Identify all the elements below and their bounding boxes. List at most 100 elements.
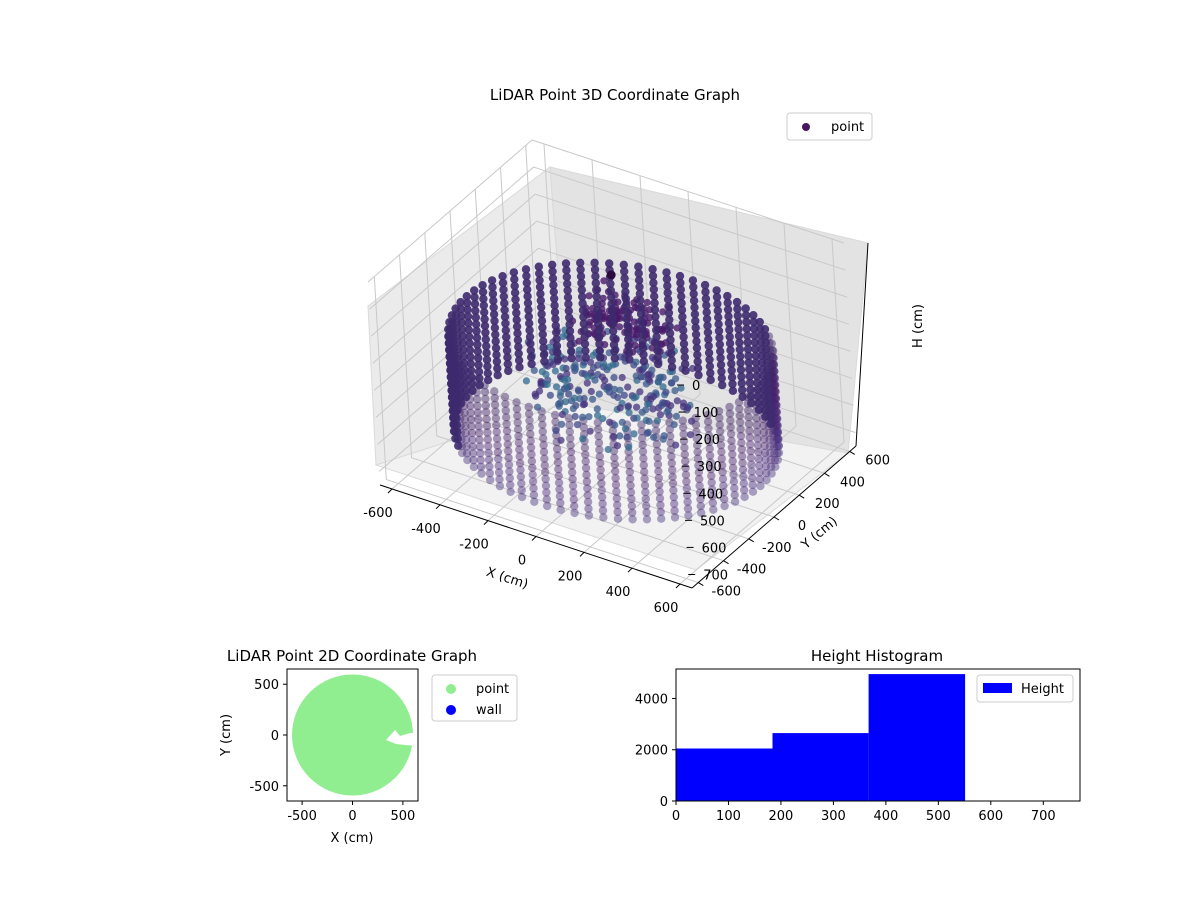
point-3d — [669, 492, 678, 502]
point-3d — [470, 293, 479, 302]
point-3d — [623, 328, 632, 337]
point-3d — [719, 481, 728, 490]
histogram-title: Height Histogram — [811, 647, 943, 665]
point-3d — [718, 474, 728, 484]
point-3d — [701, 294, 711, 303]
point-3d — [688, 276, 698, 285]
point-3d — [475, 442, 485, 451]
point-3d — [772, 414, 782, 424]
point-3d — [484, 442, 493, 451]
point-3d — [484, 455, 494, 464]
point-3d — [492, 421, 501, 430]
point-3d — [599, 513, 608, 522]
point-3d — [672, 412, 681, 420]
point-3d — [480, 387, 490, 397]
point-3d — [773, 427, 783, 437]
point-3d — [732, 297, 742, 307]
point-3d — [644, 371, 652, 379]
point-3d — [706, 464, 716, 474]
point-3d — [548, 267, 557, 276]
point-3d — [769, 360, 779, 369]
point-3d — [502, 419, 511, 429]
point-3d — [612, 487, 621, 496]
point-3d — [566, 447, 576, 457]
point-3d — [470, 299, 480, 309]
point-3d — [726, 429, 736, 439]
point-3d — [668, 479, 678, 488]
point-3d — [550, 307, 560, 317]
point-3d — [772, 435, 781, 444]
point-3d — [463, 305, 472, 314]
point-3d — [473, 340, 482, 349]
point-3d — [451, 401, 460, 410]
point-3d — [552, 444, 562, 454]
point-3d — [717, 454, 726, 463]
point-3d — [513, 418, 522, 427]
point-3d — [656, 411, 665, 419]
point-3d — [770, 449, 779, 458]
point-3d — [609, 326, 618, 336]
point-3d — [489, 310, 499, 319]
point-3d — [679, 430, 688, 439]
point-3d — [565, 326, 575, 336]
point-3d — [541, 468, 550, 477]
point-3d — [454, 441, 463, 450]
point-3d — [723, 305, 733, 314]
point-3d — [638, 408, 646, 416]
point-3d — [581, 457, 590, 466]
point-3d — [744, 351, 753, 361]
point-3d — [669, 486, 678, 495]
point-3d — [630, 318, 638, 326]
point-3d — [772, 408, 781, 417]
grid-line-y — [373, 276, 699, 584]
point-3d — [636, 388, 644, 396]
point-3d — [505, 474, 514, 483]
point-3d — [539, 350, 549, 359]
ticks-histogram: 0 100 200 300 400 500 600 700 0 2000 4000 — [635, 692, 1056, 824]
point-3d — [744, 413, 753, 422]
point-3d — [609, 361, 617, 369]
point-3d — [725, 339, 735, 348]
notch-gap — [386, 730, 418, 746]
point-3d — [671, 387, 679, 395]
point-3d — [635, 282, 644, 292]
point-3d — [636, 366, 644, 374]
point-3d — [567, 454, 576, 463]
point-3d — [462, 435, 471, 444]
point-3d — [571, 361, 579, 369]
point-3d — [716, 434, 725, 443]
point-3d — [511, 302, 521, 311]
point-3d — [573, 421, 582, 429]
point-3d — [752, 371, 762, 381]
point-3d — [571, 412, 579, 421]
histogram-bar — [868, 674, 966, 801]
point-3d — [638, 440, 647, 450]
point-3d — [550, 301, 559, 310]
point-3d — [567, 461, 576, 470]
point-3d — [525, 423, 535, 432]
point-3d — [495, 475, 504, 484]
point-3d — [765, 428, 774, 438]
point-3d — [595, 452, 604, 461]
point-3d — [688, 417, 696, 425]
point-3d — [730, 497, 740, 506]
point-3d — [526, 443, 536, 452]
point-3d — [500, 305, 509, 315]
point-3d — [467, 428, 477, 438]
point-3d — [542, 488, 551, 497]
point-3d — [706, 458, 715, 467]
point-3d — [667, 362, 677, 372]
point-3d — [620, 280, 630, 290]
point-3d — [610, 460, 619, 469]
point-3d — [460, 408, 469, 417]
point-3d — [663, 408, 671, 416]
point-3d — [715, 340, 724, 349]
point-3d — [513, 411, 522, 420]
point-3d — [666, 335, 675, 345]
point-3d — [482, 421, 492, 431]
legend-2d-point-label: point — [476, 682, 509, 697]
point-3d — [760, 399, 769, 408]
point-3d — [502, 426, 512, 436]
x-tick-label-3d: 600 — [654, 601, 679, 616]
point-3d — [485, 469, 494, 478]
